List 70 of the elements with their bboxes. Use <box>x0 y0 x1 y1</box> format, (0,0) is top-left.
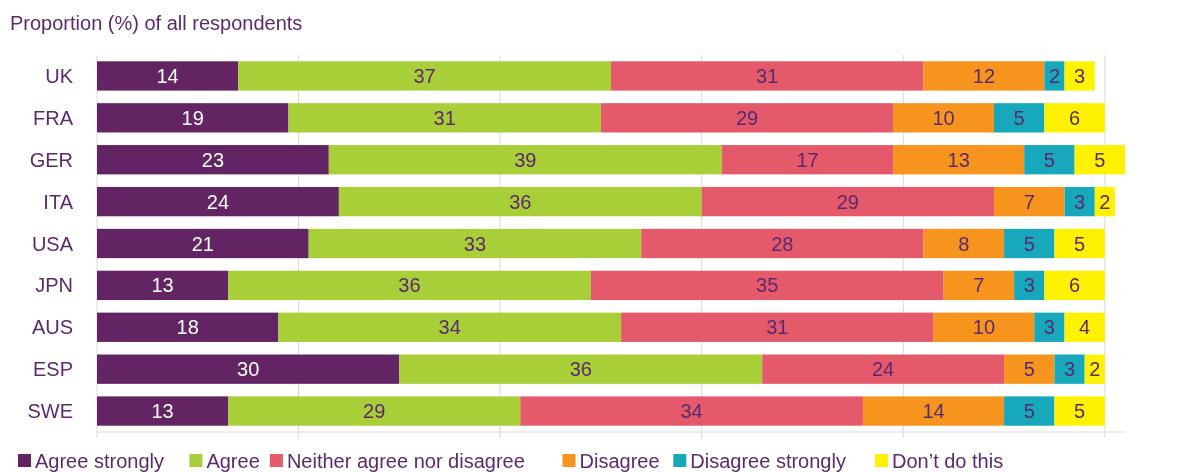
data-label: 8 <box>958 232 970 255</box>
data-label: 3 <box>1043 316 1055 339</box>
y-tick-label: GER <box>29 148 73 171</box>
data-label: 30 <box>237 358 260 381</box>
data-label: 36 <box>569 358 592 381</box>
data-label: 39 <box>514 148 537 171</box>
y-tick-label: JPN <box>35 274 73 297</box>
data-label: 21 <box>191 232 214 255</box>
data-label: 24 <box>871 358 895 381</box>
data-label: 5 <box>1023 358 1035 381</box>
data-label: 2 <box>1048 64 1061 87</box>
data-label: 36 <box>398 274 421 297</box>
data-label: 6 <box>1069 106 1081 129</box>
data-label: 3 <box>1064 358 1076 381</box>
legend-label: Neither agree nor disagree <box>286 450 525 472</box>
legend-label: Agree strongly <box>35 450 164 472</box>
data-label: 5 <box>1013 106 1025 129</box>
data-label: 13 <box>151 400 174 423</box>
data-label: 18 <box>176 316 199 339</box>
data-label: 13 <box>151 274 174 297</box>
legend-label: Don’t do this <box>892 450 1004 472</box>
data-label: 29 <box>836 190 859 213</box>
data-label: 23 <box>201 148 225 171</box>
data-label: 10 <box>972 316 996 339</box>
data-label: 36 <box>509 190 532 213</box>
data-label: 7 <box>1023 190 1035 213</box>
data-label: 14 <box>922 400 945 423</box>
data-label: 3 <box>1023 274 1035 297</box>
y-tick-label: FRA <box>33 106 74 129</box>
data-label: 12 <box>972 64 996 87</box>
data-label: 28 <box>771 232 794 255</box>
y-tick-label: ESP <box>32 358 73 381</box>
data-label: 3 <box>1074 190 1086 213</box>
data-label: 31 <box>756 64 779 87</box>
y-tick-label: AUS <box>31 316 73 339</box>
y-tick-label: USA <box>31 232 74 255</box>
data-label: 37 <box>413 64 436 87</box>
data-label: 34 <box>438 316 461 339</box>
data-label: 2 <box>1099 190 1111 213</box>
data-label: 34 <box>680 400 703 423</box>
legend-label: Agree <box>206 450 260 472</box>
legend-label: Disagree strongly <box>690 450 846 472</box>
y-tick-label: ITA <box>43 190 74 213</box>
data-label: 5 <box>1074 400 1086 423</box>
y-tick-label: UK <box>45 64 74 87</box>
data-label: 3 <box>1074 64 1086 87</box>
data-label: 31 <box>433 106 456 129</box>
data-label: 35 <box>756 274 779 297</box>
data-label: 5 <box>1094 148 1106 171</box>
data-label: 10 <box>932 106 955 129</box>
data-label: 29 <box>735 106 759 129</box>
data-label: 19 <box>181 106 204 129</box>
data-label: 33 <box>463 232 487 255</box>
data-label: 24 <box>206 190 230 213</box>
data-label: 29 <box>363 400 386 423</box>
data-label: 5 <box>1023 400 1035 423</box>
data-label: 7 <box>973 274 985 297</box>
data-label: 14 <box>156 64 179 87</box>
data-label: 4 <box>1079 316 1091 339</box>
data-label: 17 <box>796 148 819 171</box>
y-tick-label: SWE <box>27 400 73 423</box>
data-label: 5 <box>1043 148 1055 171</box>
chart-title: Proportion (%) of all respondents <box>10 12 303 34</box>
data-label: 6 <box>1069 274 1081 297</box>
legend-label: Disagree <box>579 450 660 472</box>
data-label: 31 <box>766 316 789 339</box>
data-label: 5 <box>1074 232 1086 255</box>
data-label: 2 <box>1089 358 1101 381</box>
data-label: 13 <box>947 148 970 171</box>
data-label: 5 <box>1023 232 1035 255</box>
